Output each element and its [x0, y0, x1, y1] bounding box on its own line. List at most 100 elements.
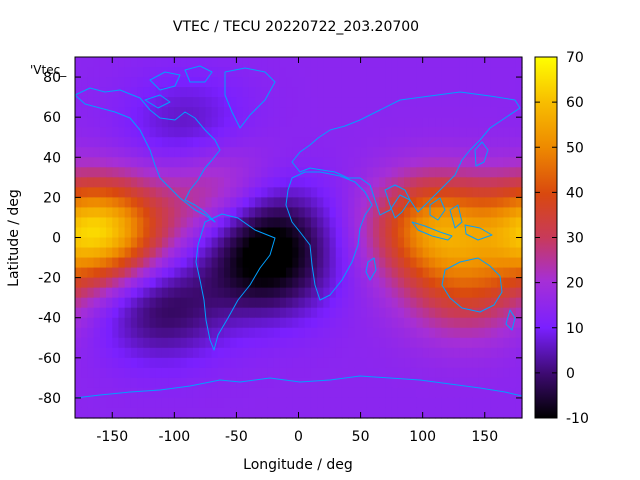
heatmap-cell [503, 267, 511, 279]
heatmap-cell [118, 247, 126, 259]
heatmap-cell [354, 187, 362, 198]
heatmap-cell [490, 167, 498, 178]
heatmap-cell [447, 237, 455, 249]
heatmap-cell [75, 167, 82, 178]
heatmap-cell [453, 407, 461, 419]
heatmap-cell [404, 397, 411, 409]
heatmap-cell [466, 117, 473, 128]
heatmap-cell [404, 337, 411, 349]
heatmap-cell [354, 407, 362, 419]
heatmap-cell [161, 117, 169, 128]
heatmap-cell [273, 177, 281, 188]
heatmap-cell [267, 167, 275, 178]
heatmap-cell [273, 287, 281, 299]
heatmap-cell [143, 147, 151, 158]
heatmap-cell [379, 147, 387, 158]
heatmap-cell [490, 107, 498, 118]
heatmap-cell [348, 67, 355, 78]
heatmap-cell [466, 237, 473, 249]
heatmap-cell [279, 247, 287, 259]
heatmap-cell [304, 167, 312, 178]
heatmap-cell [509, 157, 517, 168]
heatmap-cell [503, 407, 511, 419]
heatmap-cell [391, 377, 399, 389]
heatmap-cell [397, 257, 405, 269]
heatmap-cell [192, 147, 200, 158]
heatmap-cell [348, 147, 355, 158]
heatmap-cell [124, 177, 132, 188]
colorbar-tick-label: 0 [566, 366, 575, 382]
heatmap-cell [366, 87, 374, 98]
heatmap-cell [373, 97, 380, 108]
heatmap-cell [509, 217, 517, 229]
heatmap-cell [348, 137, 355, 148]
heatmap-cell [118, 177, 126, 188]
heatmap-cell [497, 177, 504, 188]
heatmap-cell [255, 307, 262, 319]
heatmap-cell [199, 227, 206, 239]
heatmap-cell [317, 127, 324, 138]
heatmap-cell [230, 147, 238, 158]
heatmap-cell [379, 327, 387, 339]
heatmap-cell [397, 387, 405, 399]
heatmap-cell [298, 177, 306, 188]
heatmap-cell [397, 277, 405, 289]
heatmap-cell [341, 77, 349, 88]
heatmap-cell [447, 317, 455, 329]
heatmap-cell [447, 57, 455, 68]
heatmap-cell [99, 237, 107, 249]
heatmap-cell [286, 97, 293, 108]
heatmap-cell [161, 287, 169, 299]
heatmap-cell [497, 347, 504, 359]
heatmap-cell [236, 287, 244, 299]
heatmap-cell [118, 347, 126, 359]
heatmap-cell [106, 347, 113, 359]
heatmap-cell [329, 297, 337, 309]
heatmap-cell [310, 327, 318, 339]
heatmap-cell [242, 207, 250, 219]
heatmap-cell [230, 77, 238, 88]
heatmap-cell [161, 137, 169, 148]
heatmap-cell [217, 347, 225, 359]
heatmap-cell [310, 157, 318, 168]
heatmap-cell [261, 147, 269, 158]
heatmap-cell [99, 367, 107, 379]
heatmap-cell [255, 177, 262, 188]
heatmap-cell [466, 97, 473, 108]
heatmap-cell [435, 157, 442, 168]
heatmap-cell [242, 117, 250, 128]
heatmap-cell [348, 77, 355, 88]
heatmap-cell [248, 147, 256, 158]
heatmap-cell [515, 397, 523, 409]
heatmap-cell [286, 187, 293, 198]
heatmap-cell [161, 307, 169, 319]
heatmap-cell [261, 237, 269, 249]
heatmap-cell [255, 57, 262, 68]
heatmap-cell [81, 267, 89, 279]
heatmap-cell [435, 347, 442, 359]
heatmap-cell [199, 197, 206, 209]
heatmap-cell [348, 277, 355, 289]
heatmap-cell [192, 137, 200, 148]
heatmap-cell [335, 157, 343, 168]
heatmap-cell [435, 297, 442, 309]
heatmap-cell [261, 407, 269, 419]
heatmap-cell [267, 67, 275, 78]
heatmap-cell [155, 87, 163, 98]
heatmap-cell [366, 107, 374, 118]
heatmap-cell [242, 87, 250, 98]
heatmap-cell [453, 67, 461, 78]
heatmap-cell [75, 357, 82, 369]
heatmap-cell [248, 377, 256, 389]
heatmap-cell [385, 327, 393, 339]
heatmap-cell [304, 377, 312, 389]
heatmap-cell [323, 207, 331, 219]
heatmap-cell [255, 77, 262, 88]
heatmap-cell [174, 127, 182, 138]
heatmap-cell [292, 237, 300, 249]
heatmap-cell [242, 337, 250, 349]
heatmap-cell [255, 387, 262, 399]
heatmap-cell [497, 197, 504, 209]
heatmap-cell [75, 107, 82, 118]
heatmap-cell [348, 327, 355, 339]
